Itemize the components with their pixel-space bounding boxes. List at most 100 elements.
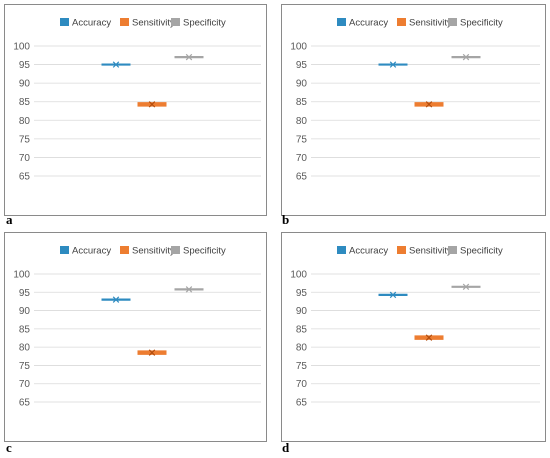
y-tick-label: 90	[19, 306, 31, 317]
legend-label: Accuracy	[349, 18, 388, 29]
y-tick-label: 100	[13, 42, 30, 53]
y-tick-label: 70	[296, 153, 308, 164]
marker-x	[425, 101, 433, 108]
data-point-specificity	[451, 283, 481, 291]
chart-svg: Accuracy Sensitivity Specificity 65 70 75 80 85…	[281, 4, 546, 216]
y-tick-label: 65	[19, 172, 31, 183]
y-tick-label: 80	[19, 343, 31, 354]
legend-label: Sensitivity	[409, 18, 452, 29]
y-tick-label: 90	[296, 79, 308, 90]
marker-x	[462, 53, 470, 61]
marker-x	[462, 283, 470, 291]
data-point-sensitivity	[137, 101, 167, 108]
legend-label: Specificity	[183, 18, 226, 29]
legend-label: Sensitivity	[132, 246, 175, 257]
y-tick-label: 95	[19, 288, 31, 299]
legend-label: Sensitivity	[409, 246, 452, 257]
data-point-accuracy	[378, 291, 408, 299]
y-tick-label: 65	[296, 398, 308, 409]
panel-label: b	[282, 212, 290, 227]
data-point-specificity	[451, 53, 481, 61]
y-tick-label: 80	[19, 116, 31, 127]
legend-item-sensitivity: Sensitivity	[120, 18, 175, 29]
legend-swatch	[337, 18, 346, 26]
chart-svg: Accuracy Sensitivity Specificity 65 70 75 80 85…	[4, 4, 267, 216]
panel-label: c	[6, 440, 12, 455]
marker-x	[185, 286, 193, 293]
y-tick-label: 70	[19, 379, 31, 390]
data-point-accuracy	[101, 296, 131, 303]
legend-item-specificity: Specificity	[448, 246, 503, 257]
data-point-accuracy	[378, 61, 408, 68]
legend-item-specificity: Specificity	[448, 18, 503, 29]
y-tick-label: 75	[19, 134, 31, 145]
legend-swatch	[60, 246, 69, 254]
legend-swatch	[171, 246, 180, 254]
y-tick-label: 100	[290, 42, 307, 53]
legend-label: Specificity	[183, 246, 226, 257]
chart-frame	[4, 232, 267, 442]
legend-item-specificity: Specificity	[171, 246, 226, 257]
y-tick-label: 95	[19, 60, 31, 71]
y-tick-label: 70	[296, 379, 308, 390]
y-tick-label: 80	[296, 116, 308, 127]
marker-x	[148, 101, 156, 108]
chart-panel-b: Accuracy Sensitivity Specificity 65 70 75 80 85…	[281, 4, 546, 216]
legend-swatch	[448, 246, 457, 254]
chart-panel-a: Accuracy Sensitivity Specificity 65 70 75 80 85…	[4, 4, 267, 216]
marker-x	[389, 61, 397, 68]
marker-x	[425, 334, 433, 341]
legend-swatch	[397, 246, 406, 254]
legend-swatch	[448, 18, 457, 26]
legend-item-accuracy: Accuracy	[60, 18, 111, 29]
chart-svg: Accuracy Sensitivity Specificity 65 70 75 80 85…	[281, 232, 546, 442]
y-tick-label: 65	[19, 398, 31, 409]
y-tick-label: 75	[296, 361, 308, 372]
y-tick-label: 85	[296, 97, 308, 108]
y-tick-label: 75	[296, 134, 308, 145]
legend-item-accuracy: Accuracy	[337, 18, 388, 29]
chart-frame	[281, 232, 546, 442]
chart-panel-c: Accuracy Sensitivity Specificity 65 70 75 80 85…	[4, 232, 267, 442]
marker-x	[112, 296, 120, 303]
y-tick-label: 75	[19, 361, 31, 372]
legend-label: Accuracy	[72, 18, 111, 29]
y-tick-label: 95	[296, 288, 308, 299]
y-tick-label: 90	[19, 79, 31, 90]
chart-frame	[4, 4, 267, 216]
legend-item-sensitivity: Sensitivity	[397, 246, 452, 257]
legend-swatch	[397, 18, 406, 26]
legend-swatch	[171, 18, 180, 26]
legend-label: Specificity	[460, 246, 503, 257]
y-tick-label: 80	[296, 343, 308, 354]
data-point-sensitivity	[137, 349, 167, 356]
chart-svg: Accuracy Sensitivity Specificity 65 70 75 80 85…	[4, 232, 267, 442]
legend-label: Accuracy	[72, 246, 111, 257]
panel-label: a	[6, 212, 13, 227]
legend-swatch	[337, 246, 346, 254]
y-tick-label: 95	[296, 60, 308, 71]
marker-x	[112, 61, 120, 68]
y-tick-label: 85	[296, 324, 308, 335]
y-tick-label: 100	[290, 270, 307, 281]
marker-x	[389, 291, 397, 299]
data-point-specificity	[174, 53, 204, 61]
legend-item-accuracy: Accuracy	[337, 246, 388, 257]
y-tick-label: 85	[19, 97, 31, 108]
data-point-accuracy	[101, 61, 131, 68]
y-tick-label: 65	[296, 172, 308, 183]
panel-label: d	[282, 440, 290, 455]
data-point-sensitivity	[414, 334, 444, 341]
data-point-sensitivity	[414, 101, 444, 108]
marker-x	[148, 349, 156, 356]
data-point-specificity	[174, 286, 204, 293]
legend-label: Specificity	[460, 18, 503, 29]
legend-swatch	[120, 18, 129, 26]
chart-panel-d: Accuracy Sensitivity Specificity 65 70 75 80 85…	[281, 232, 546, 442]
y-tick-label: 70	[19, 153, 31, 164]
chart-frame	[281, 4, 546, 216]
y-tick-label: 100	[13, 270, 30, 281]
legend-label: Sensitivity	[132, 18, 175, 29]
legend-swatch	[120, 246, 129, 254]
legend-item-sensitivity: Sensitivity	[120, 246, 175, 257]
